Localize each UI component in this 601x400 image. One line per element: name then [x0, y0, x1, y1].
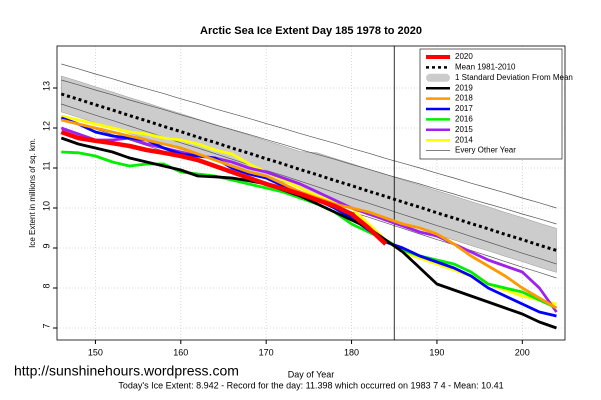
other-year-line: [61, 79, 557, 225]
footer: Today's Ice Extent: 8.942 - Record for t…: [118, 380, 503, 390]
y-tick-label: 13: [41, 81, 51, 91]
x-tick-label: 150: [88, 347, 103, 357]
chart-title: Arctic Sea Ice Extent Day 185 1978 to 20…: [200, 25, 422, 37]
legend-label: 2017: [455, 104, 473, 113]
legend-label: 2014: [455, 135, 473, 144]
x-tick-label: 160: [173, 347, 188, 357]
x-axis-label: Day of Year: [288, 369, 335, 379]
y-tick-label: 12: [41, 121, 51, 131]
other-year-line: [61, 63, 557, 209]
y-tick-label: 7: [41, 323, 51, 328]
series-line: [60, 92, 557, 252]
legend-label: 1 Standard Deviation From Mean: [455, 73, 573, 82]
y-axis-label: Ice Extent in millions of sq. km.: [28, 138, 37, 248]
series-line: [60, 136, 557, 330]
legend-label: 2016: [455, 115, 473, 124]
x-tick-label: 190: [429, 347, 444, 357]
legend-label: 2020: [455, 52, 473, 61]
y-tick-label: 9: [41, 243, 51, 248]
legend-label: 2018: [455, 94, 473, 103]
x-tick-label: 170: [259, 347, 274, 357]
legend-label: 2015: [455, 125, 473, 134]
legend-label: Every Other Year: [455, 146, 516, 155]
legend-label: 2019: [455, 83, 473, 92]
series-line: [60, 129, 388, 246]
y-tick-label: 10: [41, 201, 51, 211]
plot-frame: [56, 45, 566, 341]
watermark: http://sunshinehours.wordpress.com: [14, 363, 239, 379]
y-tick-label: 11: [41, 161, 51, 170]
y-tick-label: 8: [41, 283, 51, 288]
x-tick-label: 180: [344, 347, 359, 357]
legend-swatch: [426, 73, 450, 82]
series-line: [60, 126, 558, 313]
x-tick-label: 200: [515, 347, 530, 357]
legend-label: Mean 1981-2010: [455, 63, 516, 72]
other-year-line: [61, 103, 557, 265]
